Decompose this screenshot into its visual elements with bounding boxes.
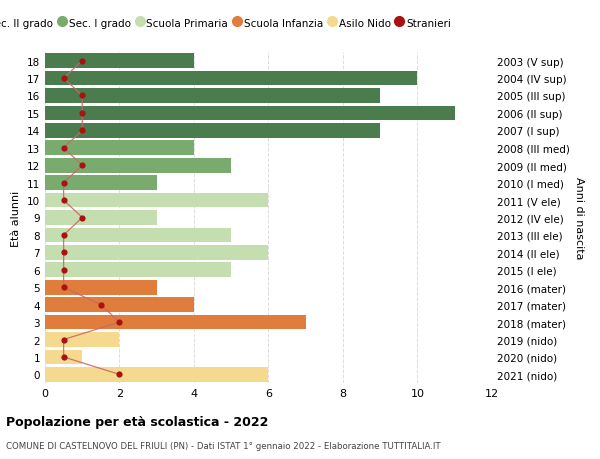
Y-axis label: Età alunni: Età alunni [11,190,22,246]
Bar [45,350,82,364]
Bar [45,176,157,190]
Point [59,353,68,361]
Bar [45,158,231,173]
Text: COMUNE DI CASTELNOVO DEL FRIULI (PN) - Dati ISTAT 1° gennaio 2022 - Elaborazione: COMUNE DI CASTELNOVO DEL FRIULI (PN) - D… [6,441,440,450]
Bar [45,123,380,139]
Point [96,301,106,308]
Bar [45,332,119,347]
Point [59,284,68,291]
Bar [45,193,268,208]
Bar [45,211,157,225]
Point [59,336,68,343]
Point [115,371,124,378]
Bar [45,54,194,69]
Bar [45,367,268,382]
Point [59,197,68,204]
Bar [45,106,455,121]
Bar [45,263,231,278]
Bar [45,141,194,156]
Point [59,267,68,274]
Bar [45,315,306,330]
Bar [45,89,380,104]
Point [77,214,87,222]
Point [59,179,68,187]
Bar [45,72,418,86]
Point [59,232,68,239]
Text: Popolazione per età scolastica - 2022: Popolazione per età scolastica - 2022 [6,415,268,428]
Point [77,110,87,118]
Bar [45,297,194,313]
Point [59,75,68,83]
Point [59,249,68,257]
Point [115,319,124,326]
Point [59,145,68,152]
Bar [45,246,268,260]
Point [77,58,87,65]
Bar [45,228,231,243]
Point [77,128,87,135]
Y-axis label: Anni di nascita: Anni di nascita [574,177,584,259]
Bar [45,280,157,295]
Legend: Sec. II grado, Sec. I grado, Scuola Primaria, Scuola Infanzia, Asilo Nido, Stran: Sec. II grado, Sec. I grado, Scuola Prim… [0,18,451,28]
Point [77,93,87,100]
Point [77,162,87,169]
